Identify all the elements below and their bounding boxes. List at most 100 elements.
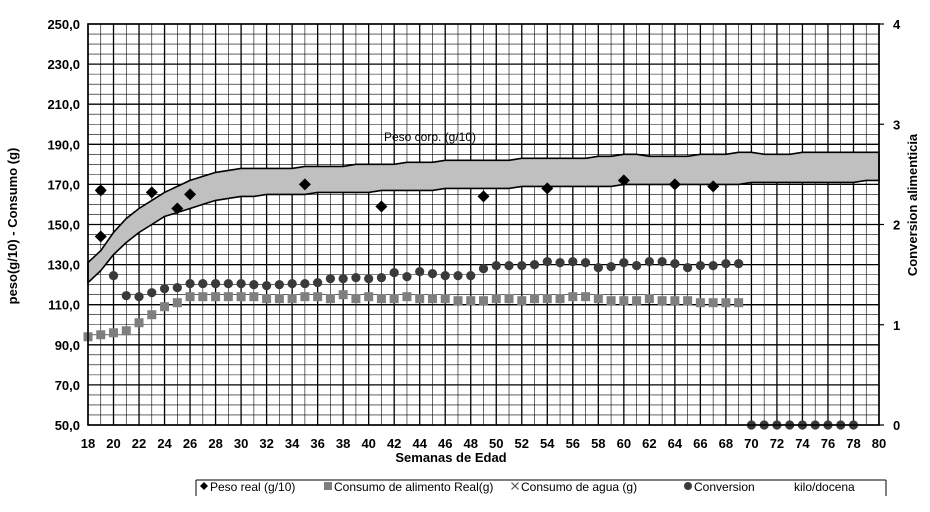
point-diamond xyxy=(477,190,490,203)
point-square xyxy=(376,294,386,304)
point-square xyxy=(517,296,527,306)
legend-label: Consumo de alimento Real(g) xyxy=(334,480,493,494)
x-tick-label: 64 xyxy=(668,436,683,451)
point-diamond xyxy=(184,188,197,201)
point-diamond xyxy=(171,202,184,215)
y-tick-label: 190,0 xyxy=(47,137,80,152)
point-circle xyxy=(466,271,476,281)
x-tick-label: 42 xyxy=(387,436,401,451)
point-circle xyxy=(657,256,667,267)
point-circle xyxy=(172,283,182,293)
x-tick-label: 54 xyxy=(540,436,555,451)
point-square xyxy=(338,290,348,300)
point-square xyxy=(721,298,731,308)
point-square xyxy=(147,310,157,320)
point-circle xyxy=(734,258,744,269)
point-diamond xyxy=(94,184,107,197)
point-square xyxy=(491,294,501,304)
x-tick-label: 18 xyxy=(81,436,95,451)
legend-entry: Consumo de alimento Real(g) xyxy=(324,480,493,494)
y2-tick-label: 4 xyxy=(893,17,901,32)
series-peso-real-g-10- xyxy=(94,174,720,243)
point-square xyxy=(364,292,374,302)
point-circle xyxy=(606,262,616,272)
legend-entry: Consumo de agua (g) xyxy=(511,480,637,494)
point-diamond xyxy=(375,200,388,213)
y2-axis-title: Conversion alimenticia xyxy=(905,133,920,276)
point-square xyxy=(683,296,693,306)
point-square xyxy=(695,298,705,308)
point-square xyxy=(96,330,106,340)
point-circle xyxy=(517,261,527,271)
point-square xyxy=(121,326,131,336)
point-circle xyxy=(313,278,323,288)
point-circle xyxy=(287,279,297,289)
y-tick-label: 250,0 xyxy=(47,17,80,32)
point-circle xyxy=(721,258,731,269)
y2-tick-label: 0 xyxy=(893,418,900,433)
point-square xyxy=(185,292,195,302)
x-tick-label: 52 xyxy=(515,436,529,451)
point-circle xyxy=(159,284,170,294)
point-circle xyxy=(402,272,412,282)
point-circle xyxy=(300,279,310,289)
legend-marker-diamond xyxy=(200,482,208,490)
y-tick-label: 90,0 xyxy=(55,338,80,353)
x-tick-label: 78 xyxy=(846,436,860,451)
x-tick-label: 48 xyxy=(464,436,478,451)
y-tick-label: 50,0 xyxy=(55,418,80,433)
point-square xyxy=(606,296,616,306)
y2-tick-label: 1 xyxy=(893,318,900,333)
point-circle xyxy=(453,271,463,281)
point-circle xyxy=(364,274,374,284)
point-diamond xyxy=(707,180,720,193)
point-circle xyxy=(619,257,629,268)
point-square xyxy=(223,292,233,302)
point-square xyxy=(427,294,437,304)
point-circle xyxy=(210,279,221,289)
point-circle xyxy=(593,263,603,273)
point-diamond xyxy=(298,178,311,191)
point-square xyxy=(593,294,603,304)
legend-marker-x-b xyxy=(511,482,519,490)
point-square xyxy=(236,292,246,302)
x-tick-label: 60 xyxy=(617,436,631,451)
legend-marker-circle xyxy=(684,482,692,490)
legend: Peso real (g/10) Consumo de alimento Real… xyxy=(195,479,887,496)
point-square xyxy=(274,294,284,304)
point-square xyxy=(734,298,744,308)
x-tick-label: 68 xyxy=(719,436,733,451)
x-tick-label: 46 xyxy=(438,436,452,451)
point-square xyxy=(211,292,221,302)
plot-frame xyxy=(87,23,884,426)
point-diamond xyxy=(617,174,630,187)
x-tick-label: 66 xyxy=(693,436,707,451)
y-tick-label: 70,0 xyxy=(55,378,80,393)
y-tick-label: 110,0 xyxy=(48,298,80,313)
point-circle xyxy=(325,274,336,284)
x-tick-label: 74 xyxy=(795,436,810,451)
point-diamond xyxy=(668,178,681,191)
x-tick-label: 70 xyxy=(744,436,758,451)
point-circle xyxy=(389,268,399,278)
point-circle xyxy=(274,280,284,290)
legend-label: Peso real (g/10) xyxy=(210,480,295,494)
point-square xyxy=(351,294,361,304)
legend-entry: Conversion xyxy=(684,480,755,494)
legend-marker-square xyxy=(324,482,332,490)
x-tick-label: 36 xyxy=(310,436,324,451)
x-tick-label: 72 xyxy=(770,436,784,451)
x-tick-label: 34 xyxy=(285,436,300,451)
point-circle xyxy=(695,261,705,271)
point-square xyxy=(389,294,399,304)
point-square xyxy=(542,294,552,304)
y-axis-title: peso(g/10) - Consumo (g) xyxy=(5,148,20,305)
point-square xyxy=(644,294,654,304)
point-circle xyxy=(198,279,208,289)
point-square xyxy=(440,294,450,304)
band-label: Peso corp. (g/10) xyxy=(384,130,476,144)
point-circle xyxy=(555,257,565,268)
point-diamond xyxy=(541,182,554,195)
point-circle xyxy=(504,261,514,271)
legend-label: kilo/docena xyxy=(794,480,855,494)
